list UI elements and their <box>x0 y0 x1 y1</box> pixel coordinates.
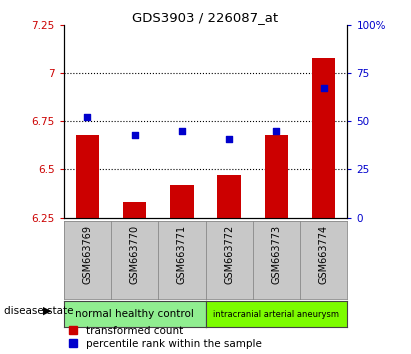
Bar <box>217 175 241 218</box>
Text: GSM663771: GSM663771 <box>177 225 187 284</box>
Text: ▶: ▶ <box>43 306 51 316</box>
Bar <box>76 135 99 218</box>
Point <box>321 86 327 91</box>
Legend: transformed count, percentile rank within the sample: transformed count, percentile rank withi… <box>69 326 261 349</box>
Title: GDS3903 / 226087_at: GDS3903 / 226087_at <box>132 11 279 24</box>
Text: GSM663772: GSM663772 <box>224 225 234 284</box>
Bar <box>265 135 288 218</box>
Text: GSM663769: GSM663769 <box>82 225 92 284</box>
Text: GSM663770: GSM663770 <box>129 225 140 284</box>
Bar <box>123 202 146 218</box>
Point <box>226 136 233 142</box>
Text: intracranial arterial aneurysm: intracranial arterial aneurysm <box>213 310 339 319</box>
Text: GSM663773: GSM663773 <box>271 225 282 284</box>
Point <box>178 128 185 134</box>
Text: GSM663774: GSM663774 <box>319 225 329 284</box>
Point <box>273 128 279 134</box>
Point <box>132 132 138 138</box>
Text: disease state: disease state <box>4 306 74 316</box>
Point <box>84 115 90 120</box>
Bar <box>170 185 194 218</box>
Bar <box>312 58 335 218</box>
Text: normal healthy control: normal healthy control <box>75 309 194 319</box>
